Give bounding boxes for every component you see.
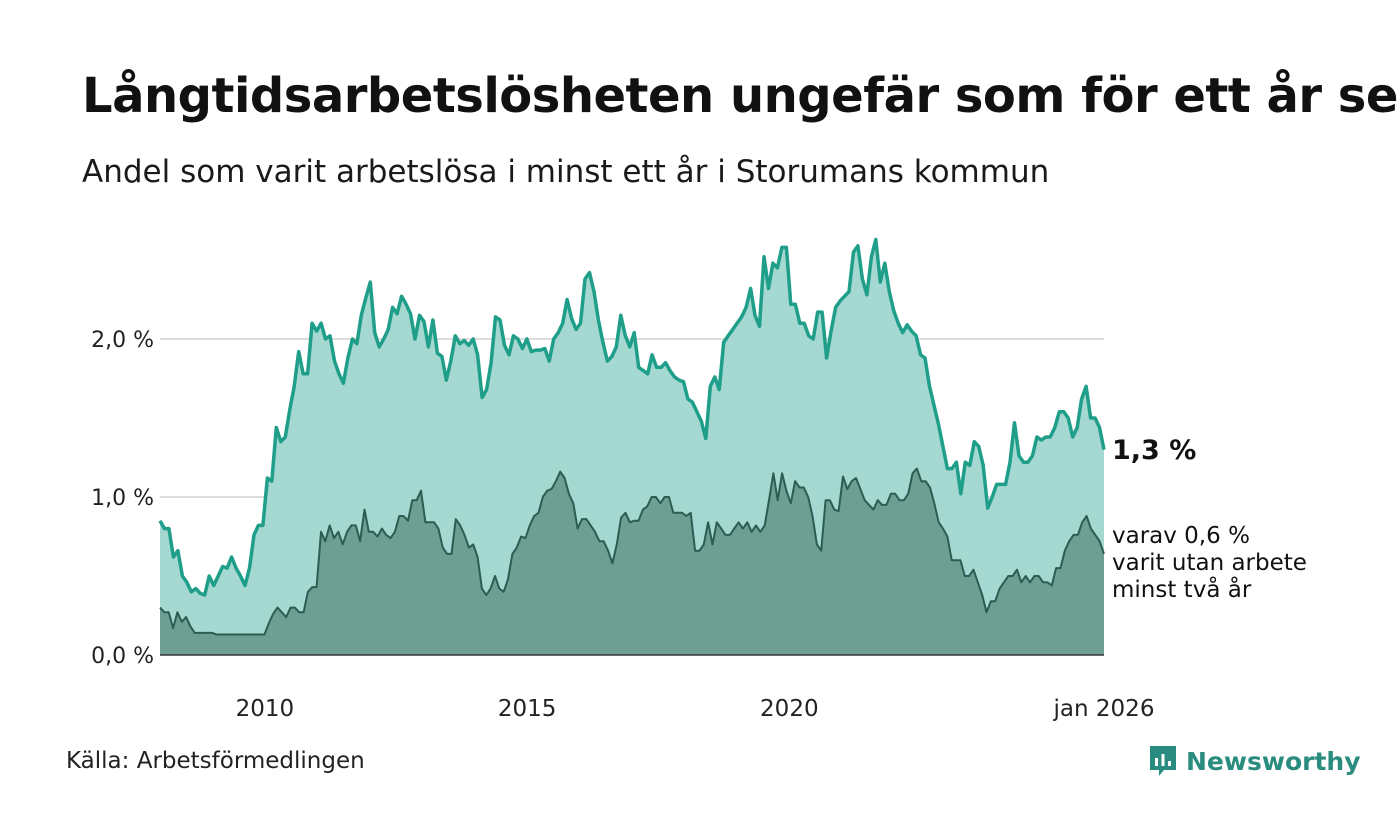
- x-axis: 2010 2015 2020 jan 2026: [236, 696, 1155, 722]
- end-label-line: minst två år: [1112, 575, 1252, 603]
- end-label-longterm: 1,3 %: [1112, 435, 1196, 466]
- y-tick-label: 1,0 %: [91, 486, 154, 511]
- end-label-twoyear: varav 0,6 % varit utan arbete minst två år: [1112, 523, 1307, 603]
- bar-chart-icon: [1150, 746, 1176, 776]
- chart-title: Långtidsarbetslösheten ungefär som för e…: [82, 68, 1400, 124]
- line-series-twoyear: [159, 467, 1105, 636]
- line-series-longterm: [158, 237, 1106, 597]
- end-label-line: varit utan arbete: [1112, 550, 1307, 576]
- chart-subtitle: Andel som varit arbetslösa i minst ett å…: [82, 154, 1050, 190]
- area-series-twoyear: [160, 468, 1104, 655]
- x-tick-label: jan 2026: [1053, 696, 1155, 722]
- x-tick-label: 2020: [760, 696, 819, 722]
- newsworthy-logo: Newsworthy: [1148, 744, 1361, 778]
- x-tick-label: 2015: [498, 696, 557, 722]
- x-tick-label: 2010: [236, 696, 295, 722]
- end-label-line: varav 0,6 %: [1112, 523, 1250, 549]
- y-axis: 0,0 % 1,0 % 2,0 %: [91, 328, 154, 669]
- source-note: Källa: Arbetsförmedlingen: [66, 748, 365, 774]
- y-tick-label: 0,0 %: [91, 644, 154, 669]
- brand-name: Newsworthy: [1186, 746, 1361, 776]
- y-tick-label: 2,0 %: [91, 328, 154, 353]
